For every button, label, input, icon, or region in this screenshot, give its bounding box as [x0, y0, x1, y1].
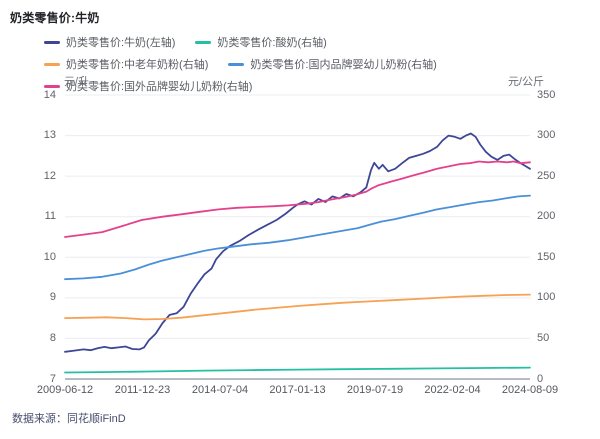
legend-label: 奶类零售价:国外品牌婴幼儿奶粉(右轴): [66, 81, 253, 93]
x-axis-tick: 2024-08-09: [501, 384, 559, 396]
x-axis-tick: 2011-12-23: [114, 384, 171, 396]
right-axis-tick: 200: [537, 210, 556, 223]
legend-label: 奶类零售价:中老年奶粉(右轴): [66, 59, 209, 71]
left-axis-unit: 元/升: [64, 76, 90, 88]
legend-label: 奶类零售价:牛奶(左轴): [66, 37, 176, 49]
series-line-domestic_infant_powder: [64, 194, 531, 281]
legend-line-icon: [44, 40, 60, 44]
legend-line-icon: [44, 84, 60, 88]
series-line-foreign_infant_powder: [64, 160, 531, 238]
left-axis-tick: 7: [49, 372, 56, 385]
chart-title: 奶类零售价:牛奶: [10, 11, 100, 25]
x-axis-tick: 2022-02-04: [424, 384, 481, 396]
left-axis-tick: 13: [43, 129, 56, 142]
legend-item-milk[interactable]: 奶类零售价:牛奶(左轴): [44, 34, 175, 50]
data-source-note: 数据来源：同花顺iFinD: [12, 413, 126, 425]
left-axis-tick: 12: [43, 169, 56, 182]
right-axis-tick: 150: [537, 250, 556, 263]
left-axis-tick: 14: [43, 88, 56, 101]
right-axis-tick: 250: [537, 169, 556, 182]
x-axis-tick: 2019-07-19: [346, 384, 404, 396]
right-axis-tick: 0: [537, 372, 544, 385]
x-axis-tick: 2014-07-04: [191, 384, 249, 396]
right-axis-tick: 100: [537, 291, 556, 304]
right-axis-tick: 50: [537, 331, 550, 344]
left-axis-tick: 11: [44, 210, 56, 223]
legend-item-domestic_infant_powder[interactable]: 奶类零售价:国内品牌婴幼儿奶粉(右轴): [228, 56, 437, 72]
legend-line-icon: [44, 62, 60, 66]
left-axis-tick: 9: [49, 291, 56, 304]
right-axis-unit: 元/公斤: [507, 76, 544, 88]
legend: 奶类零售价:牛奶(左轴) 奶类零售价:酸奶(右轴) 奶类零售价:中老年奶粉(右轴) 奶…: [44, 34, 504, 94]
left-axis-tick: 8: [49, 331, 56, 344]
series-line-senior_powder: [64, 293, 531, 321]
legend-item-senior_powder[interactable]: 奶类零售价:中老年奶粉(右轴): [44, 56, 208, 72]
right-axis-tick: 300: [537, 129, 556, 142]
legend-item-foreign_infant_powder[interactable]: 奶类零售价:国外品牌婴幼儿奶粉(右轴): [44, 78, 252, 94]
legend-line-icon: [228, 62, 245, 66]
series-line-yogurt: [64, 366, 531, 374]
x-axis-tick: 2017-01-13: [269, 384, 326, 396]
x-axis-tick: 2009-06-12: [36, 384, 94, 396]
legend-label: 奶类零售价:酸奶(右轴): [217, 37, 327, 49]
legend-label: 奶类零售价:国内品牌婴幼儿奶粉(右轴): [250, 59, 437, 71]
legend-item-yogurt[interactable]: 奶类零售价:酸奶(右轴): [195, 34, 327, 50]
legend-line-icon: [195, 40, 212, 44]
left-axis-tick: 10: [43, 250, 56, 263]
right-axis-tick: 350: [537, 88, 556, 101]
